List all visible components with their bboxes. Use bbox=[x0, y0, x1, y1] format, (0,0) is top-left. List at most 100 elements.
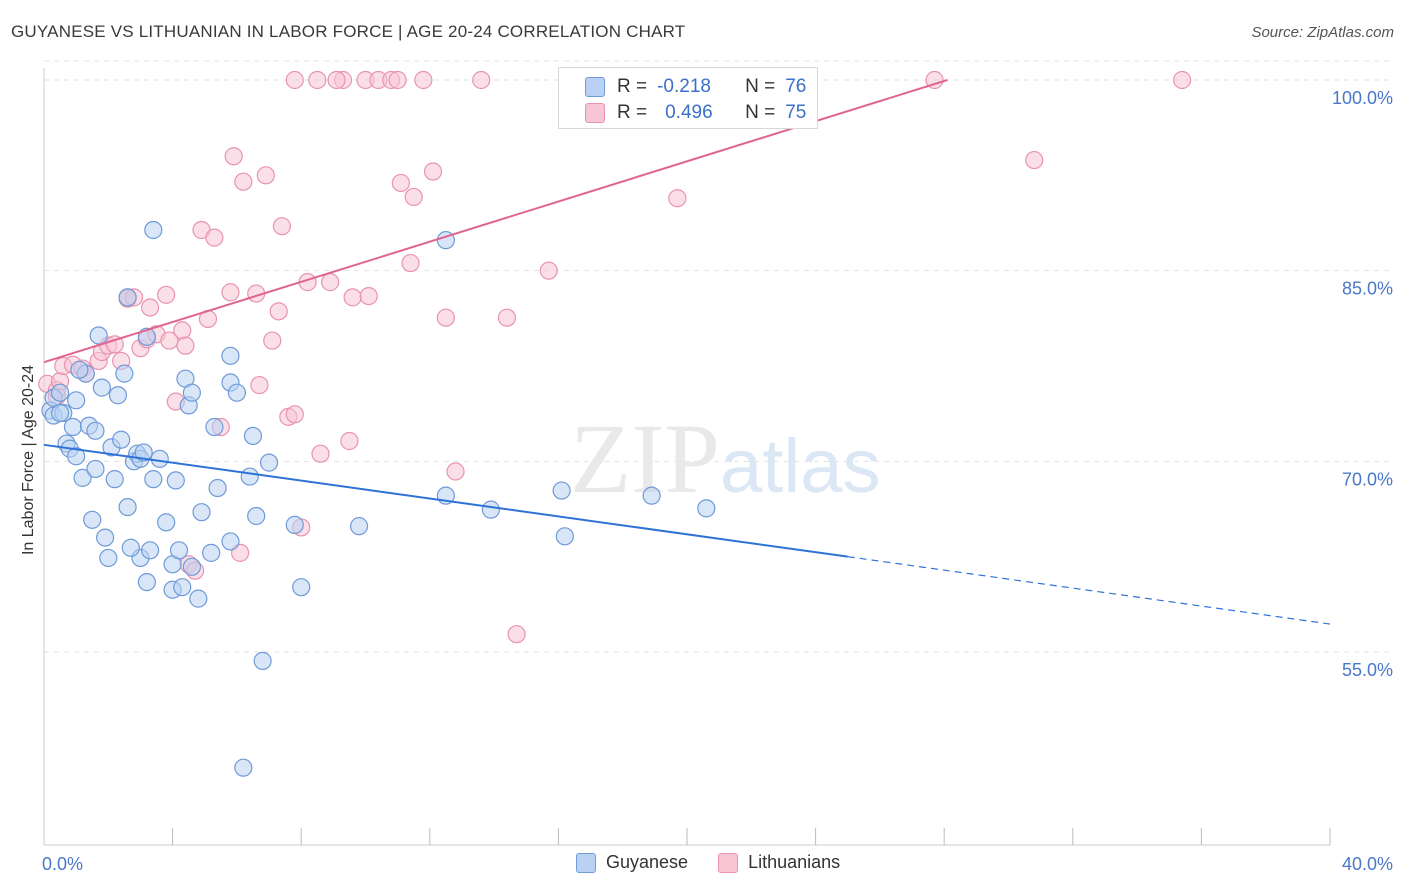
lithuanian-point bbox=[472, 70, 491, 90]
lithuanian-point bbox=[140, 298, 160, 317]
guyanese-point bbox=[182, 383, 201, 402]
guyanese-point bbox=[67, 391, 86, 410]
guyanese-point bbox=[140, 541, 160, 560]
lithuanian-point bbox=[401, 253, 420, 273]
guyanese-point bbox=[157, 513, 176, 532]
guyanese-point bbox=[137, 572, 156, 592]
lithuanian-point bbox=[234, 172, 253, 191]
guyanese-point bbox=[63, 417, 83, 437]
lithuanian-point bbox=[388, 70, 407, 90]
lithuanian-point bbox=[404, 187, 423, 207]
guyanese-point bbox=[50, 383, 70, 402]
data-points bbox=[38, 70, 1192, 777]
lithuanian-point bbox=[256, 166, 275, 185]
guyanese-point bbox=[243, 426, 263, 446]
legend: Guyanese Lithuanians bbox=[576, 852, 870, 873]
lithuanian-point bbox=[668, 189, 687, 208]
lithuanian-point bbox=[105, 335, 124, 354]
watermark-atlas: atlas bbox=[720, 424, 881, 509]
guyanese-point bbox=[642, 486, 661, 505]
x-tick-label: 0.0% bbox=[42, 854, 83, 874]
lithuanian-point bbox=[539, 261, 558, 280]
guyanese-point bbox=[108, 386, 128, 405]
x-tick-labels: 0.0% 40.0% bbox=[42, 854, 1393, 874]
guyanese-point bbox=[189, 589, 208, 608]
legend-label-guyanese: Guyanese bbox=[606, 852, 689, 872]
lithuanian-point bbox=[205, 228, 224, 247]
chart-title: GUYANESE VS LITHUANIAN IN LABOR FORCE | … bbox=[11, 22, 686, 41]
guyanese-point bbox=[234, 758, 253, 777]
guyanese-point bbox=[205, 417, 224, 437]
legend-item-guyanese[interactable]: Guyanese bbox=[576, 852, 688, 873]
lithuanian-point bbox=[269, 302, 288, 321]
legend-swatch-lithuanians bbox=[718, 852, 739, 873]
guyanese-point bbox=[118, 497, 137, 517]
lithuanian-point bbox=[263, 331, 282, 350]
lithuanian-point bbox=[272, 217, 292, 236]
guyanese-point bbox=[70, 360, 89, 379]
guyanese-point bbox=[555, 527, 574, 546]
x-tick-label: 40.0% bbox=[1342, 854, 1393, 874]
lithuanian-point bbox=[359, 286, 378, 306]
guyanese-point bbox=[169, 541, 189, 560]
guyanese-point bbox=[697, 499, 716, 518]
guyanese-point bbox=[50, 403, 70, 423]
lithuanian-point bbox=[925, 70, 944, 90]
guyanese-point bbox=[285, 515, 304, 534]
lithuanian-point bbox=[446, 462, 465, 481]
stat-row-lithuanians: R = 0.496 N = 75 bbox=[585, 100, 806, 126]
lithuanian-point bbox=[327, 70, 346, 90]
y-tick-label: 55.0% bbox=[1342, 660, 1393, 680]
stat-row-guyanese: R = -0.218 N = 76 bbox=[585, 74, 807, 100]
guyanese-point bbox=[150, 449, 169, 468]
n-value: 76 bbox=[785, 76, 807, 97]
guyanese-point bbox=[221, 532, 240, 551]
x-axis bbox=[43, 68, 1331, 846]
lithuanian-point bbox=[160, 331, 179, 350]
guyanese-trend-line bbox=[43, 443, 848, 558]
guyanese-point bbox=[105, 470, 124, 489]
guyanese-point bbox=[83, 510, 102, 529]
guyanese-point bbox=[86, 459, 105, 479]
legend-label-lithuanians: Lithuanians bbox=[748, 852, 841, 872]
guyanese-point bbox=[208, 478, 227, 498]
guyanese-point bbox=[481, 500, 500, 519]
lithuanian-point bbox=[321, 273, 340, 292]
lithuanian-point bbox=[224, 147, 243, 166]
lithuanian-point bbox=[507, 625, 526, 644]
guyanese-point bbox=[92, 378, 111, 397]
lithuanian-point bbox=[173, 321, 192, 340]
guyanese-point bbox=[99, 548, 118, 568]
y-tick-label: 85.0% bbox=[1342, 279, 1393, 299]
guyanese-point bbox=[95, 528, 115, 547]
y-tick-label: 70.0% bbox=[1342, 469, 1393, 489]
n-label: N = bbox=[745, 76, 776, 97]
y-tick-label: 100.0% bbox=[1332, 88, 1393, 108]
guyanese-point bbox=[259, 453, 279, 472]
guyanese-point bbox=[112, 430, 131, 449]
guyanese-point bbox=[144, 220, 163, 240]
lithuanian-point bbox=[250, 375, 269, 395]
legend-item-lithuanians[interactable]: Lithuanians bbox=[718, 852, 840, 873]
lithuanian-point bbox=[176, 336, 195, 355]
r-label: R = bbox=[617, 102, 648, 123]
r-label: R = bbox=[617, 76, 648, 97]
guyanese-point bbox=[253, 651, 272, 670]
guyanese-point bbox=[173, 578, 192, 597]
lithuanian-point bbox=[423, 162, 443, 181]
lithuanian-point bbox=[157, 285, 176, 304]
guyanese-point bbox=[134, 443, 153, 462]
n-label: N = bbox=[745, 102, 776, 123]
guyanese-point bbox=[247, 506, 266, 526]
lithuanian-point bbox=[285, 405, 304, 424]
stat-swatch-guyanese bbox=[585, 77, 605, 97]
legend-swatch-guyanese bbox=[576, 852, 596, 873]
grid-lines bbox=[44, 60, 1395, 653]
correlation-stats-box: R = -0.218 N = 76 R = 0.496 N = 75 bbox=[558, 67, 818, 129]
guyanese-point bbox=[227, 383, 246, 402]
guyanese-trend-extension bbox=[847, 556, 1331, 625]
guyanese-point bbox=[73, 468, 92, 487]
lithuanian-point bbox=[311, 444, 330, 463]
guyanese-point bbox=[221, 346, 240, 365]
lithuanian-point bbox=[497, 308, 517, 327]
